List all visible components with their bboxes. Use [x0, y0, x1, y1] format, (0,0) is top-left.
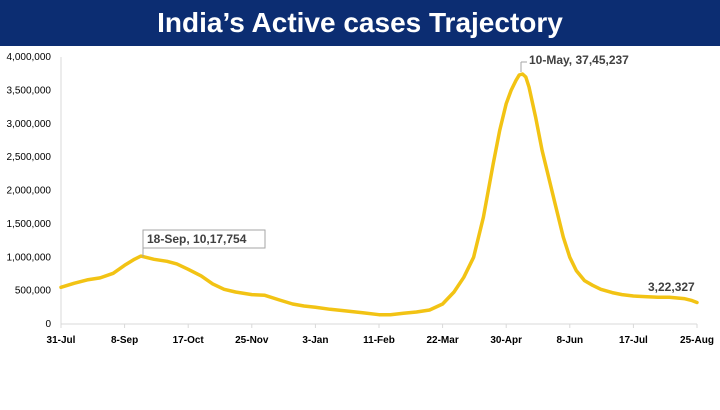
y-tick-label: 1,500,000 — [7, 219, 52, 230]
chart-area: 0 500,000 1,000,000 1,500,000 2,000,000 2,500… — [0, 46, 720, 405]
y-tick-label: 2,000,000 — [7, 186, 52, 197]
y-tick-label: 4,000,000 — [7, 52, 52, 63]
x-tick-label: 25-Aug — [680, 335, 714, 346]
x-tick-label: 3-Jan — [302, 335, 328, 346]
x-tick-label: 17-Oct — [173, 335, 205, 346]
y-axis-ticks: 0 500,000 1,000,000 1,500,000 2,000,000 2,500… — [7, 52, 52, 330]
x-tick-label: 8-Jun — [556, 335, 583, 346]
y-tick-label: 3,500,000 — [7, 85, 52, 96]
x-tick-label: 25-Nov — [235, 335, 269, 346]
x-tick-label: 31-Jul — [47, 335, 76, 346]
x-axis-ticks: 31-Jul 8-Sep 17-Oct 25-Nov 3-Jan 11-Feb 22-Mar… — [47, 324, 714, 346]
latest-value-label: 3,22,327 — [648, 280, 695, 294]
y-tick-label: 0 — [45, 319, 51, 330]
x-tick-label: 8-Sep — [111, 335, 138, 346]
sep-peak-label-box — [142, 229, 266, 249]
x-tick-label: 11-Feb — [363, 335, 395, 346]
y-tick-label: 500,000 — [15, 286, 52, 297]
sep-peak-label: 18-Sep, 10,17,754 — [147, 232, 247, 246]
active-cases-line-chart: 0 500,000 1,000,000 1,500,000 2,000,000 2,500… — [7, 52, 714, 346]
chart-title: India’s Active cases Trajectory — [0, 0, 720, 46]
x-tick-label: 30-Apr — [490, 335, 522, 346]
y-tick-label: 2,500,000 — [7, 152, 52, 163]
y-tick-label: 3,000,000 — [7, 119, 52, 130]
y-tick-label: 1,000,000 — [7, 252, 52, 263]
x-tick-label: 17-Jul — [619, 335, 648, 346]
may-peak-label: 10-May, 37,45,237 — [529, 53, 629, 67]
active-cases-series-line — [59, 72, 699, 317]
x-tick-label: 22-Mar — [426, 335, 458, 346]
